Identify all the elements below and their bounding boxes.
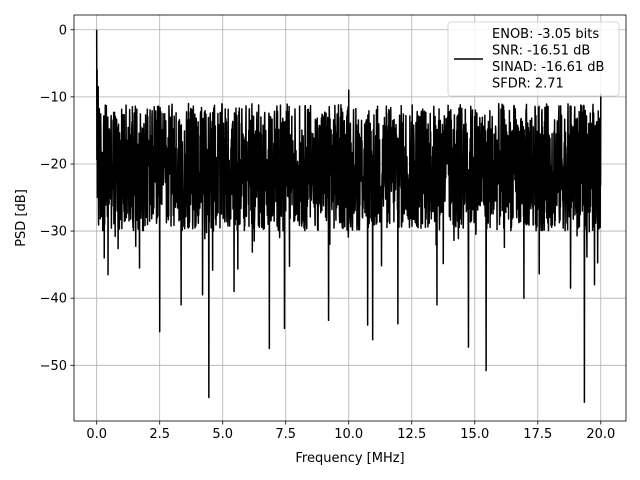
y-tick-label: −30 [40,225,67,240]
x-axis-label: Frequency [MHz] [295,451,404,466]
x-axis-ticks: 0.0 2.5 5.0 7.5 10.0 12.5 15.0 17.5 20.0 [86,421,615,442]
x-tick-label: 7.5 [275,427,296,442]
y-tick-label: −50 [40,359,67,374]
legend-label-line: SNR: -16.51 dB [492,44,590,59]
legend-label-line: SINAD: -16.61 dB [492,60,604,75]
legend-label: ENOB: -3.05 bits SNR: -16.51 dB SINAD: -16… [492,27,604,92]
y-axis-label: PSD [dB] [14,189,29,247]
y-tick-label: −40 [40,292,67,307]
y-tick-label: −20 [40,157,67,172]
x-tick-label: 0.0 [86,427,107,442]
x-tick-label: 20.0 [586,427,615,442]
x-tick-label: 5.0 [212,427,233,442]
legend-label-line: ENOB: -3.05 bits [492,27,599,42]
psd-series-line [95,29,602,403]
series-layer [95,29,602,403]
y-tick-label: 0 [59,23,67,38]
legend: ENOB: -3.05 bits SNR: -16.51 dB SINAD: -16… [447,21,620,97]
x-tick-label: 17.5 [523,427,552,442]
x-tick-label: 10.0 [334,427,363,442]
legend-box [447,21,620,97]
legend-label-line: SFDR: 2.71 [492,77,564,92]
x-tick-label: 2.5 [149,427,170,442]
y-axis-ticks: 0 −10 −20 −30 −40 −50 [40,23,74,374]
plot-frame [73,14,627,422]
y-tick-label: −10 [40,90,67,105]
x-tick-label: 12.5 [397,427,426,442]
x-tick-label: 15.0 [460,427,489,442]
